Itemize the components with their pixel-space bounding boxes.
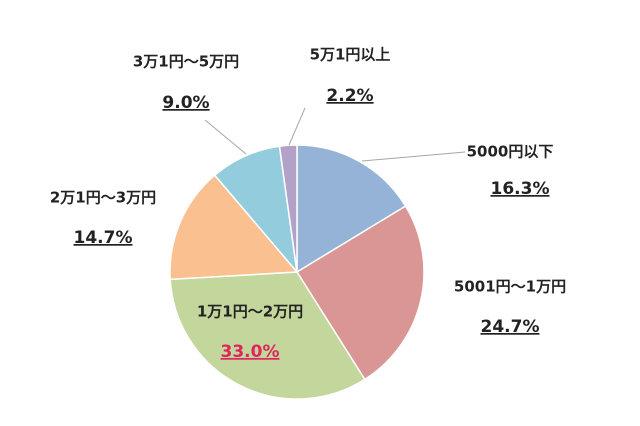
leader-line	[288, 107, 306, 146]
category-label: 2万1円～3万円	[50, 189, 156, 207]
pie-slice	[169, 271, 366, 400]
category-label: 5001円～1万円	[454, 278, 566, 296]
category-label: 5万1円以上	[310, 46, 391, 64]
pie-slice	[296, 144, 407, 274]
pie-slice	[169, 174, 299, 281]
value-label: 9.0%	[162, 93, 209, 113]
value-label: 14.7%	[74, 228, 133, 248]
value-label: 33.0%	[221, 342, 280, 362]
value-label: 16.3%	[491, 179, 550, 199]
pie-slice	[295, 205, 425, 381]
leader-line	[204, 119, 247, 155]
pie-slice	[278, 144, 298, 273]
category-label: 3万1円～5万円	[133, 53, 239, 71]
value-label: 2.2%	[326, 86, 373, 106]
value-label: 24.7%	[481, 317, 540, 337]
leader-line	[361, 151, 466, 162]
category-label: 1万1円～2万円	[197, 303, 303, 321]
category-label: 5000円以下	[467, 143, 554, 161]
